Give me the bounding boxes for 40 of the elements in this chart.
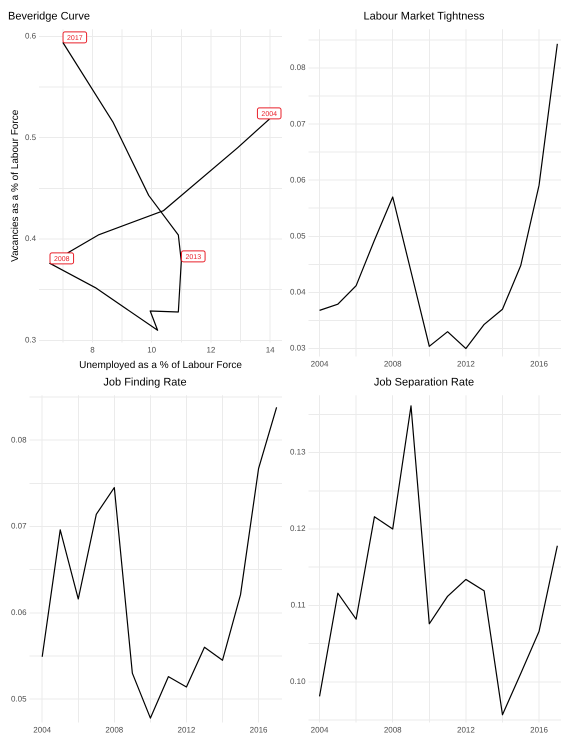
y-tick-label: 0.03 (290, 344, 306, 353)
y-tick-label: 0.07 (10, 522, 28, 531)
y-tick-label: 0.11 (290, 600, 306, 610)
x-tick-label: 8 (90, 345, 96, 354)
x-tick-label: 2012 (456, 725, 476, 734)
x-tick-label: 12 (206, 345, 216, 354)
y-tick-label: 0.05 (10, 694, 28, 704)
y-tick-label: 0.12 (290, 524, 306, 534)
x-tick-label: 2004 (310, 725, 329, 734)
y-tick-label: 0.06 (10, 608, 28, 617)
y-tick-label: 0.5 (24, 132, 37, 142)
y-tick-label: 0.04 (290, 288, 306, 297)
chart-title: Job Separation Rate (374, 376, 474, 389)
y-tick-label: 0.13 (290, 448, 306, 457)
y-tick-label: 0.05 (290, 232, 306, 240)
x-tick-label: 2008 (384, 359, 402, 368)
x-tick-label: 10 (147, 345, 157, 354)
y-tick-label: 0.08 (290, 63, 306, 72)
x-tick-label: 2012 (456, 359, 476, 368)
y-tick-label: 0.6 (24, 32, 37, 40)
x-tick-label: 2004 (33, 725, 52, 734)
x-tick-label: 2008 (384, 725, 402, 734)
x-tick-label: 14 (266, 345, 276, 354)
chart-title: Beveridge Curve (8, 10, 90, 23)
y-tick-label: 0.07 (290, 119, 306, 128)
y-tick-label: 0.10 (290, 677, 306, 686)
y-tick-label: 0.06 (290, 175, 306, 184)
y-tick-label: 0.08 (10, 435, 28, 444)
x-tick-label: 2004 (310, 359, 329, 368)
chart-title: Labour Market Tightness (363, 10, 486, 23)
chart-title: Job Finding Rate (103, 376, 187, 389)
y-tick-label: 0.3 (24, 336, 37, 345)
x-tick-label: 2008 (105, 725, 124, 734)
x-axis-title: Unemployed as a % of Labour Force (79, 360, 242, 371)
x-tick-label: 2016 (530, 725, 548, 734)
y-tick-label: 0.4 (24, 234, 37, 244)
x-tick-label: 2016 (530, 359, 548, 368)
x-tick-label: 2012 (178, 725, 196, 734)
y-axis-title: Vacancies as a % of Labour Force (10, 109, 21, 262)
x-tick-label: 2016 (250, 725, 268, 734)
